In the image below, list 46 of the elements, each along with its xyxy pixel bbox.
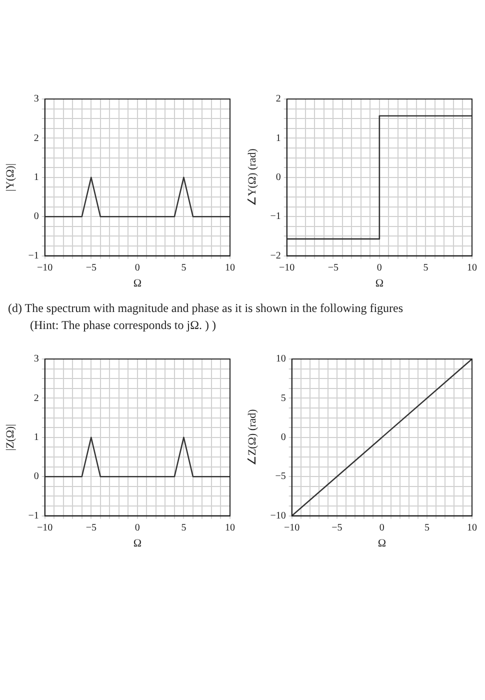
- y-tick-label: 3: [34, 354, 39, 365]
- x-tick-label: −5: [328, 262, 338, 274]
- y-tick-label: −10: [270, 510, 286, 522]
- y-tick-label: 0: [276, 172, 281, 184]
- x-tick-label: 0: [134, 522, 140, 534]
- x-tick-label: 5: [181, 522, 186, 534]
- x-tick-label: −5: [86, 262, 96, 274]
- y-tick-label: −2: [270, 250, 281, 262]
- y-tick-label: 0: [34, 471, 39, 482]
- y-tick-label: 0: [280, 432, 286, 444]
- y-tick-label: −1: [270, 211, 281, 222]
- x-tick-label: 5: [423, 262, 428, 274]
- x-axis-title: Ω: [133, 537, 142, 550]
- y-tick-label: 5: [280, 392, 286, 404]
- y-tick-label: 2: [276, 94, 281, 105]
- y-axis-title: |Y(Ω)|: [4, 163, 16, 192]
- y-tick-label: 2: [34, 392, 39, 404]
- y-tick-label: 1: [276, 132, 281, 144]
- y-tick-label: 10: [276, 354, 286, 365]
- y-axis-title: ∠Z(Ω) (rad): [246, 408, 258, 466]
- x-tick-label: 5: [181, 262, 186, 274]
- y-tick-label: −1: [28, 250, 39, 262]
- x-axis-title: Ω: [378, 537, 386, 550]
- y-tick-label: 3: [34, 94, 39, 105]
- y-tick-label: 2: [34, 132, 39, 144]
- x-tick-label: 0: [134, 262, 140, 274]
- x-tick-label: 10: [467, 522, 477, 534]
- x-tick-label: −5: [86, 522, 96, 534]
- x-tick-label: 10: [225, 262, 235, 274]
- y-tick-label: 1: [34, 172, 39, 184]
- x-axis-title: Ω: [133, 277, 142, 290]
- x-tick-label: −5: [332, 522, 342, 534]
- y-tick-label: −5: [275, 471, 286, 482]
- x-axis-title: Ω: [375, 277, 384, 290]
- x-tick-label: 10: [467, 262, 477, 274]
- text: (d) The spectrum with magnitude and phase as it is shown in the following figures: [8, 300, 404, 317]
- y-axis-title: |Z(Ω)|: [4, 424, 16, 451]
- x-tick-label: 0: [379, 522, 384, 534]
- y-tick-label: −1: [28, 510, 39, 522]
- text: (Hint: The phase corresponds to jΩ. ) ): [29, 317, 217, 334]
- y-tick-label: 1: [34, 432, 39, 444]
- x-tick-label: 5: [424, 522, 430, 534]
- x-tick-label: 10: [225, 522, 235, 534]
- x-tick-label: 0: [376, 262, 382, 274]
- y-axis-title: ∠Y(Ω) (rad): [246, 148, 258, 206]
- y-tick-label: 0: [34, 211, 39, 222]
